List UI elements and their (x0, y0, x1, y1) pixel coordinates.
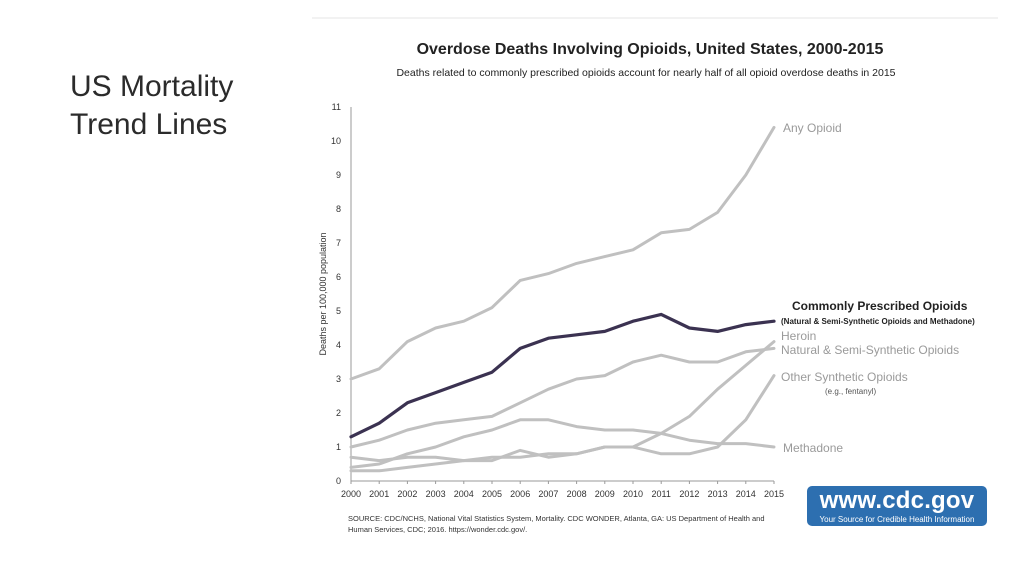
y-tick-label: 1 (336, 442, 341, 452)
series-label: Methadone (783, 441, 843, 455)
cdc-tagline: Your Source for Credible Health Informat… (819, 515, 975, 524)
series-line-any-opioid (349, 125, 776, 381)
series-line-methadone (349, 418, 776, 469)
axes: 0 1 2 3 4 5 6 7 8 9 10 11 2000 2001 2002 2003 2004 2005 20… (331, 102, 784, 499)
source-note: SOURCE: CDC/NCHS, National Vital Statist… (348, 513, 768, 535)
y-tick-label: 9 (336, 170, 341, 180)
slide-title-line2: Trend Lines (70, 108, 228, 141)
y-tick-label: 8 (336, 204, 341, 214)
y-tick-label: 4 (336, 340, 341, 350)
y-tick-label: 0 (336, 476, 341, 486)
y-tick-label: 3 (336, 374, 341, 384)
series-layer (349, 125, 776, 473)
x-tick-label: 2000 (341, 489, 361, 499)
y-tick-label: 6 (336, 272, 341, 282)
source-line2: Human Services, CDC; 2016. https://wonde… (348, 525, 528, 534)
y-tick-label: 7 (336, 238, 341, 248)
cdc-url: www.cdc.gov (819, 487, 975, 514)
series-label: Heroin (781, 329, 816, 343)
x-tick-label: 2002 (397, 489, 417, 499)
x-tick-label: 2001 (369, 489, 389, 499)
x-tick-label: 2008 (567, 489, 587, 499)
x-tick-label: 2013 (708, 489, 728, 499)
y-axis-label: Deaths per 100,000 population (318, 232, 328, 355)
series-line-heroin (349, 340, 776, 463)
x-tick-label: 2009 (595, 489, 615, 499)
x-tick-label: 2004 (454, 489, 474, 499)
x-tick-label: 2007 (538, 489, 558, 499)
x-tick-label: 2005 (482, 489, 502, 499)
chart-subtitle: Deaths related to commonly prescribed op… (396, 67, 895, 79)
slide-title-line1: US Mortality (70, 70, 234, 103)
series-line-other-synthetic-opioids (349, 374, 776, 473)
series-label: Other Synthetic Opioids (781, 370, 908, 384)
series-labels: Any Opioid Commonly Prescribed Opioids (Na… (781, 121, 975, 455)
x-tick-label: 2006 (510, 489, 530, 499)
series-label: Any Opioid (783, 121, 842, 135)
x-tick-label: 2014 (736, 489, 756, 499)
series-label: (Natural & Semi-Synthetic Opioids and Me… (781, 317, 975, 326)
x-tick-label: 2010 (623, 489, 643, 499)
x-tick-label: 2015 (764, 489, 784, 499)
y-tick-label: 10 (331, 136, 341, 146)
series-label: Commonly Prescribed Opioids (792, 299, 968, 313)
series-line-natural-semi-synthetic-opioids (349, 346, 776, 449)
slide-title: US Mortality Trend Lines (70, 68, 290, 144)
y-tick-label: 2 (336, 408, 341, 418)
source-line1: SOURCE: CDC/NCHS, National Vital Statist… (348, 514, 765, 523)
cdc-link-badge[interactable]: www.cdc.gov Your Source for Credible Hea… (807, 486, 987, 526)
x-tick-label: 2012 (679, 489, 699, 499)
y-tick-label: 5 (336, 306, 341, 316)
series-line-commonly-prescribed-opioids (349, 312, 776, 439)
x-tick-label: 2011 (652, 489, 671, 499)
x-tick-label: 2003 (426, 489, 446, 499)
y-tick-label: 11 (332, 102, 341, 112)
series-label: Natural & Semi-Synthetic Opioids (781, 343, 959, 357)
series-label: (e.g., fentanyl) (825, 387, 876, 396)
chart-title: Overdose Deaths Involving Opioids, Unite… (417, 41, 884, 58)
